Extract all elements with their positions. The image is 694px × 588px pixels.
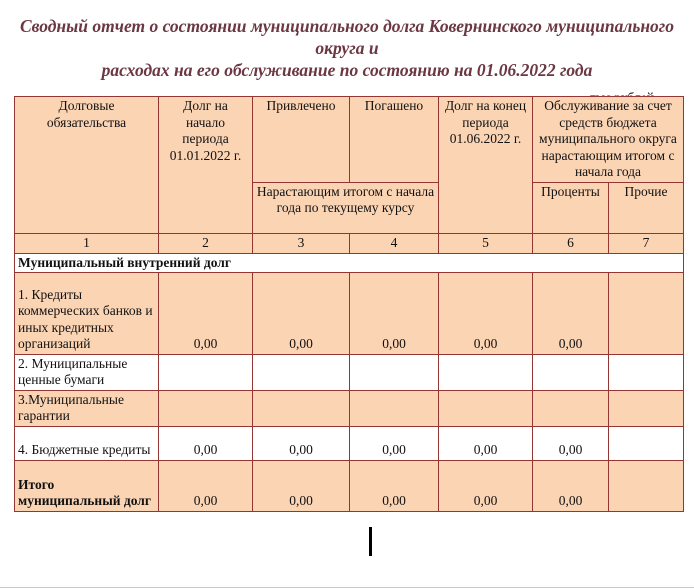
- debt-report-table: Долговые обязательства Долг на начало пе…: [14, 96, 684, 512]
- cell-value: [608, 271, 684, 355]
- cell-value: [608, 389, 684, 427]
- col-num-5: 5: [438, 232, 533, 254]
- text-caret: [369, 527, 372, 556]
- cell-value: [349, 353, 439, 391]
- col-num-6: 6: [532, 232, 609, 254]
- cell-value: [532, 389, 609, 427]
- report-title: Сводный отчет о состоянии муниципального…: [0, 15, 694, 81]
- cell-value: 0,00: [252, 271, 350, 355]
- row-label: 3.Муниципальные гарантии: [14, 389, 159, 427]
- table-row: 1. Кредиты коммерческих банков и иных кр…: [14, 271, 684, 355]
- row-label: 4. Бюджетные кредиты: [14, 425, 159, 461]
- cell-value: [532, 353, 609, 391]
- header-interest: Проценты: [532, 181, 609, 234]
- report-title-line1: Сводный отчет о состоянии муниципального…: [19, 16, 675, 58]
- cell-value: 0,00: [438, 271, 533, 355]
- table-row: 2. Муниципальные ценные бумаги: [14, 353, 684, 391]
- cell-value: 0,00: [349, 459, 439, 512]
- header-debt-start: Долг на начало периода 01.01.2022 г.: [158, 96, 253, 234]
- cell-value: 0,00: [158, 425, 253, 461]
- header-other: Прочие: [608, 181, 684, 234]
- cell-value: 0,00: [349, 271, 439, 355]
- report-title-line2: расходах на его обслуживание по состояни…: [101, 60, 593, 80]
- cell-value: [252, 353, 350, 391]
- cell-value: 0,00: [532, 425, 609, 461]
- cell-value: [252, 389, 350, 427]
- section-label: Муниципальный внутренний долг: [14, 252, 684, 273]
- table-row: 3.Муниципальные гарантии: [14, 389, 684, 427]
- cell-value: [438, 353, 533, 391]
- col-num-1: 1: [14, 232, 159, 254]
- table-row-total: Итого муниципальный долг 0,00 0,00 0,00 …: [14, 459, 684, 512]
- row-label: 1. Кредиты коммерческих банков и иных кр…: [14, 271, 159, 355]
- header-cumulative-note: Нарастающим итогом с начала года по теку…: [252, 181, 439, 234]
- header-raised: Привлечено: [252, 96, 350, 183]
- cell-value: 0,00: [158, 459, 253, 512]
- cell-value: [608, 353, 684, 391]
- header-repaid: Погашено: [349, 96, 439, 183]
- column-number-row: 1 2 3 4 5 6 7: [14, 232, 684, 254]
- cell-value: 0,00: [532, 271, 609, 355]
- header-debt-end: Долг на конец периода 01.06.2022 г.: [438, 96, 533, 234]
- table-row: 4. Бюджетные кредиты 0,00 0,00 0,00 0,00…: [14, 425, 684, 461]
- cell-value: [158, 389, 253, 427]
- header-servicing: Обслуживание за счет средств бюджета мун…: [532, 96, 684, 183]
- cell-value: 0,00: [438, 425, 533, 461]
- cell-value: [158, 353, 253, 391]
- cell-value: 0,00: [252, 425, 350, 461]
- row-label-total: Итого муниципальный долг: [14, 459, 159, 512]
- col-num-4: 4: [349, 232, 439, 254]
- section-row-internal-debt: Муниципальный внутренний долг: [14, 252, 684, 273]
- cell-value: 0,00: [532, 459, 609, 512]
- header-debt-obligations: Долговые обязательства: [14, 96, 159, 234]
- cell-value: 0,00: [252, 459, 350, 512]
- col-num-2: 2: [158, 232, 253, 254]
- cell-value: 0,00: [349, 425, 439, 461]
- col-num-7: 7: [608, 232, 684, 254]
- cell-value: [608, 425, 684, 461]
- cell-value: 0,00: [438, 459, 533, 512]
- cell-value: [438, 389, 533, 427]
- col-num-3: 3: [252, 232, 350, 254]
- cell-value: 0,00: [158, 271, 253, 355]
- row-label: 2. Муниципальные ценные бумаги: [14, 353, 159, 391]
- cell-value: [349, 389, 439, 427]
- cell-value: [608, 459, 684, 512]
